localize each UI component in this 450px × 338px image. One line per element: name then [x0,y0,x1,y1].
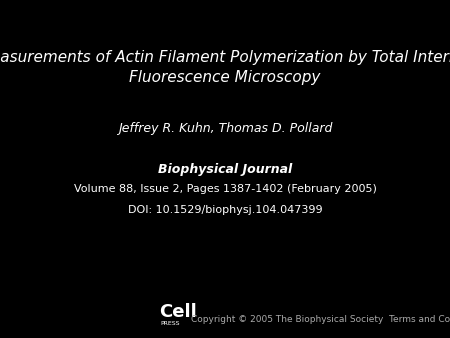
Text: Jeffrey R. Kuhn, Thomas D. Pollard: Jeffrey R. Kuhn, Thomas D. Pollard [118,122,332,135]
Text: Biophysical Journal: Biophysical Journal [158,163,292,175]
Text: PRESS: PRESS [160,321,180,326]
Text: Volume 88, Issue 2, Pages 1387-1402 (February 2005): Volume 88, Issue 2, Pages 1387-1402 (Feb… [73,184,377,194]
Text: Cell: Cell [160,303,198,321]
Text: Copyright © 2005 The Biophysical Society  Terms and Conditions: Copyright © 2005 The Biophysical Society… [191,315,450,324]
Text: Real-Time Measurements of Actin Filament Polymerization by Total Internal Reflec: Real-Time Measurements of Actin Filament… [0,50,450,85]
Text: DOI: 10.1529/biophysj.104.047399: DOI: 10.1529/biophysj.104.047399 [128,204,322,215]
